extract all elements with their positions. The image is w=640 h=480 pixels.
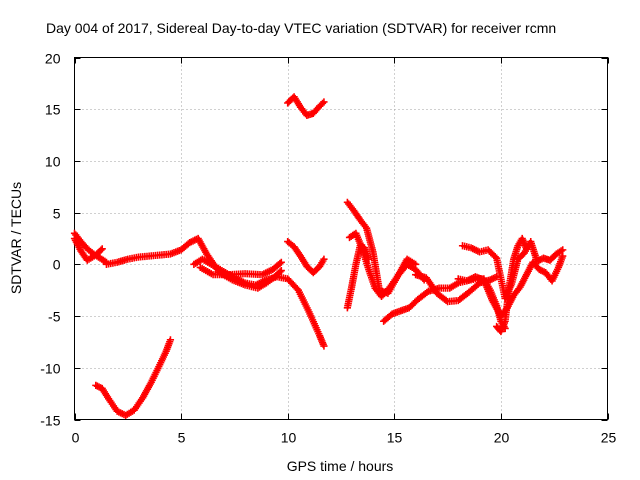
- x-axis-label: GPS time / hours: [287, 458, 394, 474]
- data-point: [557, 247, 565, 255]
- data-point: [276, 268, 284, 276]
- x-tick-label: 25: [601, 430, 617, 446]
- series-arc-high: [284, 93, 328, 120]
- data-point: [320, 255, 328, 263]
- x-tick-label: 5: [178, 430, 186, 446]
- data-point: [277, 258, 285, 266]
- data-point: [559, 252, 567, 260]
- series-arc-late: [454, 252, 567, 320]
- data-point: [277, 266, 285, 275]
- series-arc-thirteen-a: [343, 242, 373, 312]
- x-tick-label: 10: [281, 430, 297, 446]
- data-point: [318, 99, 327, 107]
- x-tick-label: 15: [387, 430, 403, 446]
- data-point: [522, 245, 531, 253]
- data-point: [320, 98, 328, 106]
- plot-frame: [74, 57, 608, 420]
- data-point: [276, 259, 284, 268]
- y-axis-ticks: 20 15 10 5 0 -5 -10 -15: [40, 51, 608, 429]
- y-tick-label: 0: [53, 257, 61, 273]
- series-arc-thirteen-c: [345, 229, 428, 301]
- y-tick-label: -5: [48, 309, 61, 325]
- x-axis-ticks: 0 5 10 15 20 25: [72, 57, 617, 446]
- data-point: [97, 246, 105, 254]
- y-tick-label: 15: [45, 102, 61, 118]
- y-tick-label: -15: [40, 413, 60, 429]
- series-arc-low: [92, 336, 175, 419]
- y-axis-label: SDTVAR / TECUs: [8, 182, 24, 294]
- series-arc-mid: [190, 255, 328, 350]
- grid-lines: [74, 57, 608, 420]
- y-tick-label: 10: [45, 154, 61, 170]
- chart-title: Day 004 of 2017, Sidereal Day-to-day VTE…: [46, 20, 556, 36]
- data-points: [70, 93, 567, 419]
- series-arc-fifteen: [380, 275, 509, 333]
- series-arc-mid-b: [196, 258, 285, 279]
- x-tick-label: 20: [494, 430, 510, 446]
- series-arc-ten: [284, 238, 328, 277]
- y-tick-label: 5: [53, 206, 61, 222]
- data-point: [559, 246, 567, 254]
- data-point: [320, 342, 328, 350]
- series-arc-late-c: [493, 234, 531, 336]
- series-arc-early-b: [70, 234, 106, 264]
- y-tick-label: 20: [45, 51, 61, 67]
- y-tick-label: -10: [40, 361, 60, 377]
- data-point: [98, 245, 106, 253]
- data-point: [166, 336, 175, 344]
- x-tick-label: 0: [72, 430, 80, 446]
